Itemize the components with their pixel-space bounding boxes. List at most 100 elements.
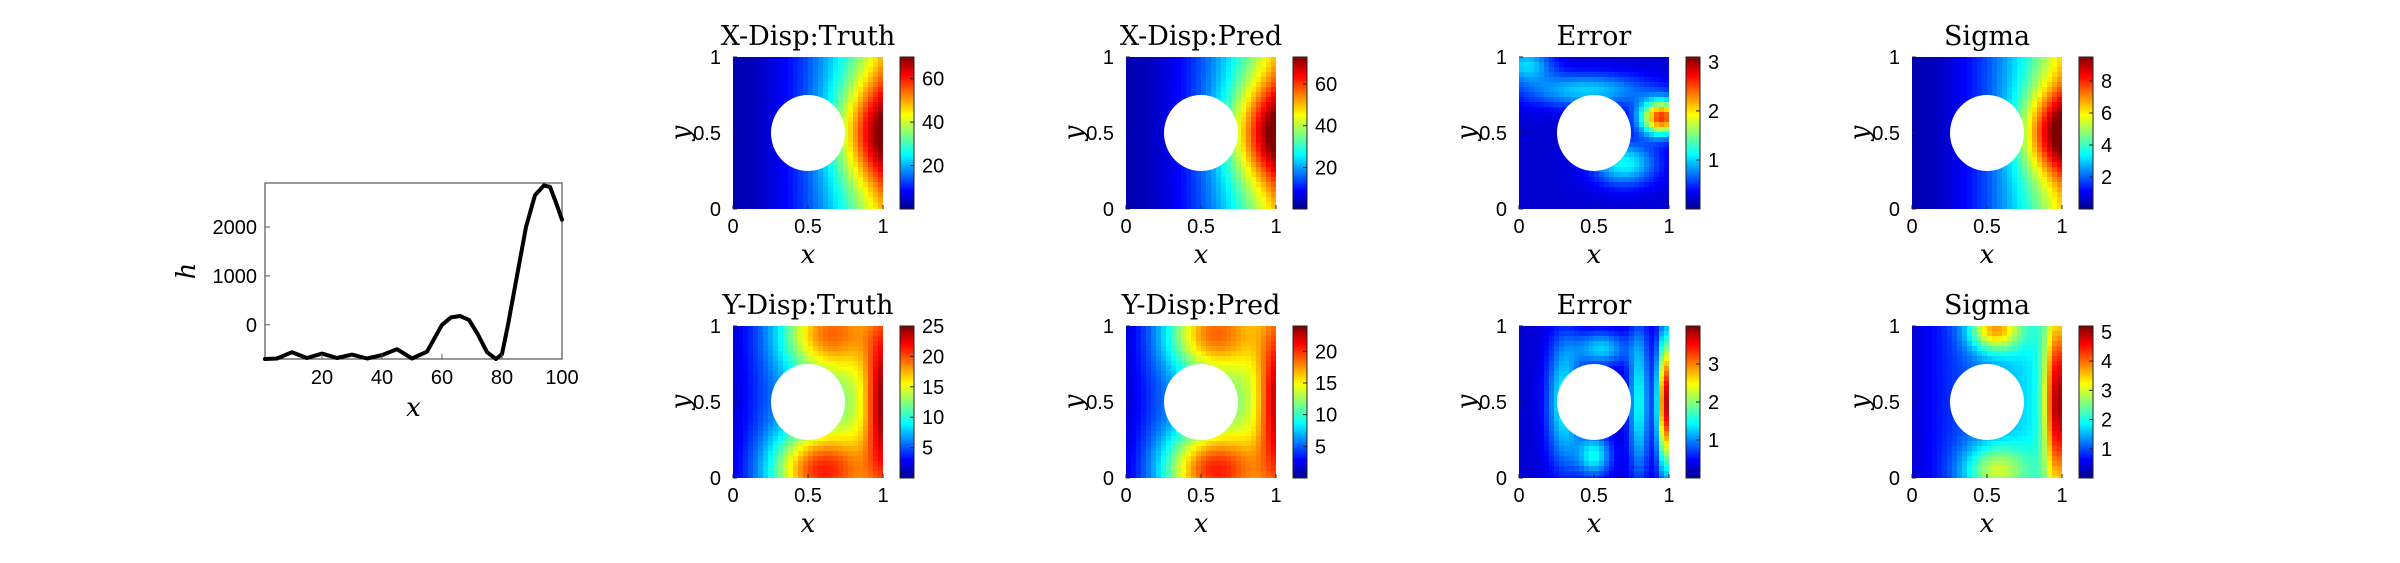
heatmap-cell: [733, 371, 739, 377]
heatmap-cell: [1539, 172, 1545, 178]
heatmap-cell: [1982, 177, 1988, 183]
heatmap-cell: [738, 122, 744, 128]
heatmap-cell: [788, 62, 794, 68]
heatmap-cell: [1261, 197, 1267, 203]
heatmap-cell: [1957, 97, 1963, 103]
heatmap-cell: [1266, 137, 1272, 143]
heatmap-cell: [2047, 137, 2053, 143]
heatmap-cell: [1927, 187, 1933, 193]
heatmap-cell: [743, 421, 749, 427]
heatmap-cell: [1271, 197, 1276, 203]
heatmap-cell: [1519, 202, 1525, 208]
heatmap-cell: [833, 207, 839, 209]
heatmap-cell: [1166, 107, 1172, 113]
heatmap-cell: [833, 97, 839, 103]
heatmap-cell: [1201, 331, 1207, 337]
heatmap-cell: [1649, 147, 1655, 153]
heatmap-cell: [2032, 157, 2038, 163]
heatmap-cell: [853, 456, 859, 462]
heatmap-cell: [1554, 92, 1560, 98]
heatmap-cell: [1639, 182, 1645, 188]
heatmap-cell: [748, 112, 754, 118]
heatmap-cell: [2032, 127, 2038, 133]
heatmap-cell: [838, 77, 844, 83]
heatmap-cell: [1241, 341, 1247, 347]
heatmap-cell: [1972, 72, 1978, 78]
heatmap-cell: [1559, 57, 1565, 63]
heatmap-cell: [1942, 207, 1948, 209]
heatmap-cell: [2042, 157, 2048, 163]
heatmap-cell: [838, 197, 844, 203]
heatmap-cell: [1156, 97, 1162, 103]
heatmap-cell: [1629, 107, 1635, 113]
heatmap-cell: [1549, 157, 1555, 163]
heatmap-cell: [768, 122, 774, 128]
heatmap-cell: [828, 366, 834, 372]
heatmap-cell: [853, 376, 859, 382]
heatmap-cell: [1211, 92, 1217, 98]
heatmap-cell: [1644, 167, 1650, 173]
heatmap-cell: [2037, 67, 2043, 73]
heatmap-cell: [1166, 97, 1172, 103]
heatmap-cell: [1639, 152, 1645, 158]
heatmap-cell: [1166, 172, 1172, 178]
heatmap-cell: [743, 416, 749, 422]
heatmap-cell: [1982, 82, 1988, 88]
heatmap-cell: [1524, 97, 1530, 103]
heatmap-cell: [793, 197, 799, 203]
heatmap-cell: [763, 326, 769, 332]
heatmap-cell: [873, 67, 879, 73]
heatmap-cell: [1156, 167, 1162, 173]
heatmap-cell: [1131, 351, 1137, 357]
heatmap-cell: [848, 336, 854, 342]
heatmap-cell: [743, 142, 749, 148]
heatmap-cell: [1539, 122, 1545, 128]
heatmap-cell: [858, 401, 864, 407]
x-tick-label: 0: [1120, 216, 1131, 238]
heatmap-cell: [808, 72, 814, 78]
heatmap-cell: [1246, 102, 1252, 108]
heatmap-cell: [2047, 157, 2053, 163]
heatmap-cell: [2012, 187, 2018, 193]
heatmap-cell: [868, 441, 874, 447]
heatmap-cell: [1161, 202, 1167, 208]
heatmap-cell: [773, 97, 779, 103]
heatmap-cell: [863, 142, 869, 148]
heatmap-cell: [783, 202, 789, 208]
heatmap-cell: [823, 62, 829, 68]
heatmap-cell: [863, 371, 869, 377]
heatmap-cell: [1972, 177, 1978, 183]
heatmap-cell: [763, 401, 769, 407]
heatmap-cell: [2022, 172, 2028, 178]
heatmap-cell: [763, 67, 769, 73]
heatmap-cell: [2042, 197, 2048, 203]
heatmap-cell: [858, 122, 864, 128]
heatmap-cell: [1664, 87, 1669, 93]
heatmap-cell: [868, 426, 874, 432]
heatmap-cell: [1644, 67, 1650, 73]
heatmap-cell: [1261, 167, 1267, 173]
heatmap-cell: [1131, 152, 1137, 158]
heatmap-cell: [878, 441, 883, 447]
heatmap-cell: [758, 471, 764, 477]
heatmap-cell: [1251, 62, 1257, 68]
heatmap-cell: [1241, 102, 1247, 108]
heatmap-cell: [1146, 147, 1152, 153]
heatmap-cell: [858, 187, 864, 193]
heatmap-cell: [1161, 177, 1167, 183]
heatmap-cell: [763, 396, 769, 402]
heatmap-cell: [843, 421, 849, 427]
heatmap-cell: [1261, 102, 1267, 108]
heatmap-cell: [1664, 72, 1669, 78]
heatmap-cell: [2057, 177, 2062, 183]
heatmap-cell: [1161, 207, 1167, 209]
heatmap-cell: [2027, 87, 2033, 93]
heatmap-cell: [833, 202, 839, 208]
heatmap-cell: [2042, 167, 2048, 173]
heatmap-cell: [823, 326, 829, 332]
heatmap-cell: [773, 172, 779, 178]
heatmap-cell: [838, 192, 844, 198]
heatmap-cell: [1221, 207, 1227, 209]
heatmap-cell: [1136, 331, 1142, 337]
heatmap-cell: [848, 331, 854, 337]
